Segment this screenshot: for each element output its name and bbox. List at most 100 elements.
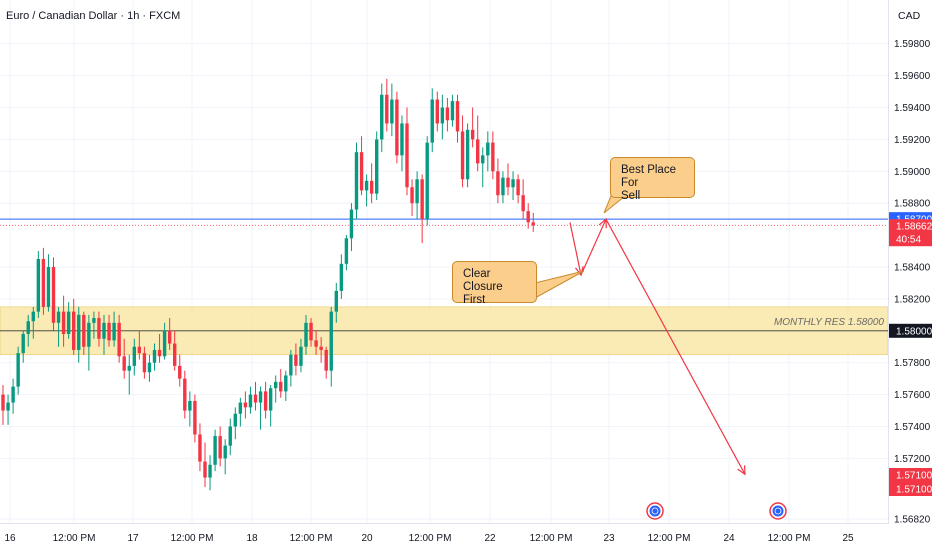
candle-body	[319, 346, 323, 350]
candle	[72, 298, 76, 355]
candle-body	[486, 142, 490, 156]
candle	[284, 370, 288, 401]
candle	[6, 394, 10, 425]
candle	[425, 136, 429, 226]
candle	[92, 311, 96, 339]
economic-event-icon[interactable]	[769, 502, 787, 520]
candle-body	[405, 123, 409, 188]
candle	[127, 354, 131, 395]
candle-body	[218, 436, 222, 459]
price-tick-label: 1.58200	[894, 294, 931, 305]
candle-body	[102, 322, 106, 339]
badge-background	[889, 482, 932, 496]
badge-background	[889, 219, 932, 234]
candle-body	[430, 99, 434, 143]
price-tick-label: 1.57600	[894, 390, 931, 401]
candle	[390, 83, 394, 137]
candle-body	[203, 461, 207, 478]
candle-body	[460, 131, 465, 180]
candle-body	[435, 99, 439, 124]
candle	[77, 306, 81, 363]
candle-body	[334, 290, 338, 312]
candle-body	[420, 179, 424, 220]
candle	[46, 254, 51, 312]
price-tick-label: 1.59600	[894, 71, 931, 82]
time-axis[interactable]: 16 12:00 PM 17 12:00 PM 18 12:00 PM 20 12:00 PM…	[4, 533, 854, 544]
price-tick-label: 1.58800	[894, 199, 931, 210]
best-place-note[interactable]: Best Place For Sell	[610, 157, 695, 202]
time-tick-label: 12:00 PM	[53, 533, 96, 544]
time-tick-label: 20	[361, 533, 373, 544]
candle	[82, 311, 86, 355]
candle-body	[87, 322, 91, 347]
candle	[526, 203, 530, 229]
candle-body	[324, 349, 328, 371]
price-tick-label: 1.59200	[894, 135, 931, 146]
candle	[122, 338, 126, 379]
candle	[31, 306, 35, 339]
candle-body	[445, 107, 450, 121]
candle	[157, 333, 162, 363]
candle-body	[410, 187, 414, 204]
candle-body	[112, 322, 116, 341]
candles	[1, 78, 535, 491]
time-tick-label: 22	[484, 533, 496, 544]
price-tick-label: 1.59000	[894, 167, 931, 178]
candle-body	[97, 318, 101, 339]
candle	[309, 318, 313, 347]
candle	[223, 439, 227, 475]
candle	[369, 163, 374, 204]
symbol-title[interactable]: Euro / Canadian Dollar · 1h · FXCM	[6, 10, 180, 22]
candle	[349, 203, 354, 252]
candle-body	[369, 180, 374, 194]
candle	[193, 394, 197, 443]
candle	[521, 179, 525, 220]
candle-body	[61, 311, 66, 334]
economic-event-icon[interactable]	[646, 502, 664, 520]
price-axis[interactable]: 1.59800 1.59600 1.59400 1.59200 1.59000 1.588…	[894, 39, 931, 525]
candle-body	[122, 356, 126, 371]
candle-body	[21, 333, 25, 354]
candle-body	[415, 179, 419, 204]
candle	[132, 338, 136, 376]
candle-body	[1, 394, 5, 411]
candle-body	[329, 311, 333, 371]
candle-body	[380, 94, 384, 140]
candle-body	[157, 349, 162, 357]
projection-arrowhead	[737, 465, 746, 476]
time-tick-label: 12:00 PM	[530, 533, 573, 544]
candle	[314, 330, 318, 355]
clear-closure-callout-pointer	[534, 270, 585, 299]
candle	[344, 235, 349, 271]
candle-body	[440, 107, 445, 124]
candle	[167, 318, 172, 350]
candle	[258, 386, 263, 430]
candle	[450, 94, 455, 127]
candle-body	[455, 101, 460, 132]
monthly-res-label: MONTHLY RES 1.58000	[774, 317, 884, 328]
candle-body	[127, 365, 131, 371]
candle-body	[31, 311, 35, 322]
candle	[36, 251, 41, 319]
candle-body	[465, 129, 470, 180]
candle	[445, 97, 450, 132]
candle-body	[309, 322, 313, 341]
candle-body	[66, 311, 71, 334]
candle-body	[359, 152, 364, 191]
price-tick-label: 1.56820	[894, 515, 931, 526]
candle-body	[107, 322, 111, 341]
data-source: FXCM	[149, 10, 181, 22]
price-tick-label: 1.59400	[894, 103, 931, 114]
candle	[430, 88, 434, 153]
projected-path[interactable]	[569, 217, 746, 476]
candle	[511, 171, 515, 201]
clear-closure-note[interactable]: Clear Closure First	[452, 261, 537, 306]
candle-body	[41, 259, 46, 307]
candle-body	[51, 267, 56, 323]
badge-background	[889, 323, 932, 338]
candle-body	[284, 375, 288, 392]
candle-body	[263, 391, 268, 411]
candle-body	[223, 445, 227, 459]
candle	[97, 311, 101, 347]
